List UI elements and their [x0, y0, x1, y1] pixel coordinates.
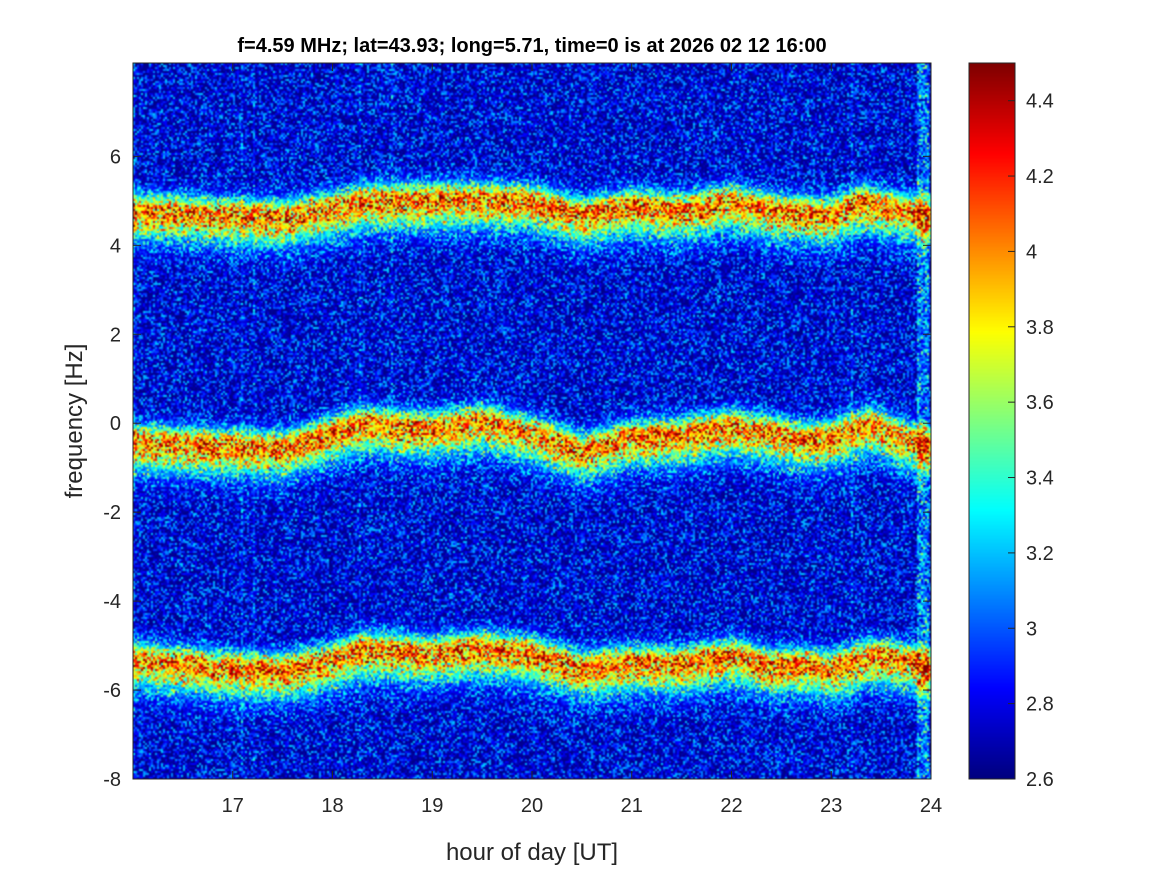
x-tick-label: 18	[321, 795, 343, 817]
x-tick-label: 19	[421, 795, 443, 817]
colorbar-tick-label: 3.2	[1026, 543, 1054, 565]
y-tick-label: -2	[103, 502, 121, 524]
colorbar-tick-label: 3.8	[1026, 317, 1054, 339]
y-tick-label: 6	[110, 146, 121, 168]
colorbar-frame	[968, 62, 1016, 780]
x-axis-label: hour of day [UT]	[446, 839, 618, 866]
chart-title: f=4.59 MHz; lat=43.93; long=5.71, time=0…	[237, 35, 826, 57]
y-tick-label: -6	[103, 680, 121, 702]
colorbar-tick-label: 3	[1026, 618, 1037, 640]
y-tick-label: -4	[103, 591, 121, 613]
colorbar-tick-label: 4	[1026, 241, 1037, 263]
colorbar-tick-label: 4.4	[1026, 91, 1054, 113]
y-axis-label: frequency [Hz]	[61, 344, 88, 499]
spectrogram-heatmap	[133, 63, 931, 779]
y-tick-label: 0	[110, 413, 121, 435]
plot-frame	[132, 62, 932, 780]
colorbar-tick-label: 3.6	[1026, 392, 1054, 414]
colorbar-tick-label: 2.6	[1026, 769, 1054, 791]
colorbar-tick-label: 3.4	[1026, 468, 1054, 490]
colorbar	[969, 63, 1015, 779]
y-tick-label: -8	[103, 769, 121, 791]
x-tick-label: 17	[222, 795, 244, 817]
y-tick-label: 4	[110, 235, 121, 257]
x-tick-label: 24	[920, 795, 942, 817]
x-tick-label: 20	[521, 795, 543, 817]
x-tick-label: 21	[621, 795, 643, 817]
colorbar-tick-label: 2.8	[1026, 694, 1054, 716]
x-tick-label: 23	[820, 795, 842, 817]
x-tick-label: 22	[720, 795, 742, 817]
colorbar-tick-label: 4.2	[1026, 166, 1054, 188]
y-tick-label: 2	[110, 324, 121, 346]
